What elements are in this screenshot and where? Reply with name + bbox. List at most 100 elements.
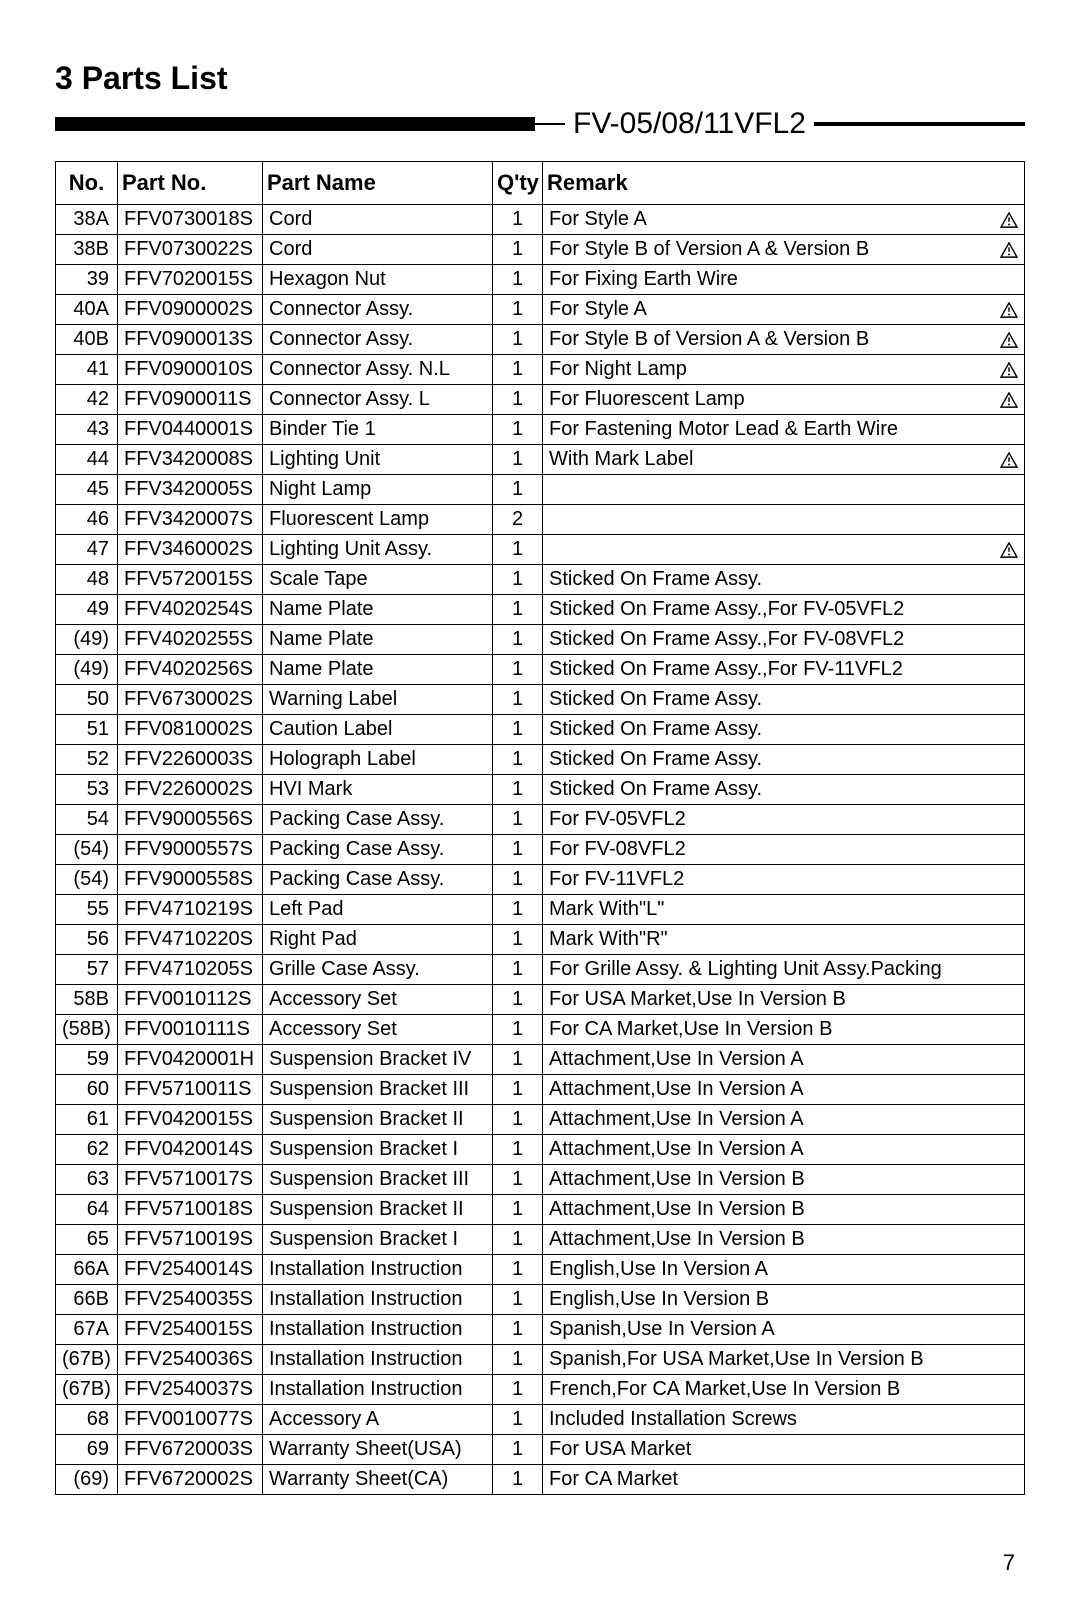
remark-text: Spanish,For USA Market,Use In Version B (549, 1348, 924, 1371)
cell-qty: 1 (493, 865, 543, 895)
remark-text: Mark With"R" (549, 928, 668, 951)
cell-no: 60 (56, 1075, 118, 1105)
table-row: 48FFV5720015SScale Tape1Sticked On Frame… (56, 565, 1025, 595)
cell-no: (54) (56, 865, 118, 895)
cell-qty: 1 (493, 985, 543, 1015)
cell-part-name: Cord (263, 205, 493, 235)
model-label: FV-05/08/11VFL2 (565, 107, 814, 141)
cell-part-name: Connector Assy. (263, 295, 493, 325)
cell-part-name: Suspension Bracket IV (263, 1045, 493, 1075)
cell-part-no: FFV2540035S (118, 1285, 263, 1315)
cell-qty: 1 (493, 1165, 543, 1195)
remark-text: For CA Market,Use In Version B (549, 1018, 832, 1041)
table-row: 42FFV0900011SConnector Assy. L1For Fluor… (56, 385, 1025, 415)
section-title: 3 Parts List (55, 60, 1025, 97)
cell-part-no: FFV9000558S (118, 865, 263, 895)
table-row: (67B)FFV2540037SInstallation Instruction… (56, 1375, 1025, 1405)
cell-qty: 1 (493, 715, 543, 745)
cell-remark: For Fixing Earth Wire (543, 265, 1025, 295)
remark-text: Sticked On Frame Assy.,For FV-05VFL2 (549, 598, 904, 621)
table-row: 64FFV5710018SSuspension Bracket II1Attac… (56, 1195, 1025, 1225)
cell-no: 65 (56, 1225, 118, 1255)
cell-qty: 1 (493, 1135, 543, 1165)
cell-qty: 1 (493, 1465, 543, 1495)
cell-part-name: Suspension Bracket III (263, 1075, 493, 1105)
cell-qty: 1 (493, 925, 543, 955)
table-row: 60FFV5710011SSuspension Bracket III1Atta… (56, 1075, 1025, 1105)
warning-icon (1000, 302, 1018, 318)
cell-qty: 1 (493, 1405, 543, 1435)
cell-remark: Sticked On Frame Assy. (543, 685, 1025, 715)
remark-text: For Style B of Version A & Version B (549, 238, 869, 261)
cell-no: 48 (56, 565, 118, 595)
remark-text: For Style B of Version A & Version B (549, 328, 869, 351)
cell-part-no: FFV3420005S (118, 475, 263, 505)
cell-part-no: FFV0810002S (118, 715, 263, 745)
cell-part-name: Installation Instruction (263, 1375, 493, 1405)
remark-text: Attachment,Use In Version A (549, 1048, 804, 1071)
cell-remark: For Style A (543, 295, 1025, 325)
remark-text: Mark With"L" (549, 898, 664, 921)
cell-qty: 1 (493, 1105, 543, 1135)
cell-part-no: FFV0440001S (118, 415, 263, 445)
cell-qty: 1 (493, 805, 543, 835)
cell-no: 59 (56, 1045, 118, 1075)
cell-part-no: FFV4710205S (118, 955, 263, 985)
cell-qty: 1 (493, 355, 543, 385)
cell-part-no: FFV0420015S (118, 1105, 263, 1135)
table-row: (49)FFV4020256SName Plate1Sticked On Fra… (56, 655, 1025, 685)
table-row: 43FFV0440001SBinder Tie 11For Fastening … (56, 415, 1025, 445)
cell-qty: 1 (493, 1045, 543, 1075)
table-row: 67AFFV2540015SInstallation Instruction1S… (56, 1315, 1025, 1345)
cell-no: 55 (56, 895, 118, 925)
page-number: 7 (55, 1550, 1025, 1576)
remark-text: Sticked On Frame Assy.,For FV-08VFL2 (549, 628, 904, 651)
table-row: 46FFV3420007SFluorescent Lamp2 (56, 505, 1025, 535)
cell-part-name: Lighting Unit (263, 445, 493, 475)
cell-qty: 1 (493, 835, 543, 865)
table-row: 58BFFV0010112SAccessory Set1For USA Mark… (56, 985, 1025, 1015)
cell-part-no: FFV2540015S (118, 1315, 263, 1345)
cell-remark (543, 535, 1025, 565)
cell-no: 40A (56, 295, 118, 325)
table-row: 51FFV0810002SCaution Label1Sticked On Fr… (56, 715, 1025, 745)
cell-part-no: FFV7020015S (118, 265, 263, 295)
cell-qty: 1 (493, 1285, 543, 1315)
table-row: 38BFFV0730022SCord1For Style B of Versio… (56, 235, 1025, 265)
table-row: 56FFV4710220SRight Pad1Mark With"R" (56, 925, 1025, 955)
cell-part-name: Scale Tape (263, 565, 493, 595)
cell-remark: Sticked On Frame Assy. (543, 715, 1025, 745)
cell-no: 40B (56, 325, 118, 355)
cell-part-name: Installation Instruction (263, 1255, 493, 1285)
cell-qty: 1 (493, 1315, 543, 1345)
table-row: 55FFV4710219SLeft Pad1Mark With"L" (56, 895, 1025, 925)
cell-remark: Mark With"R" (543, 925, 1025, 955)
cell-part-name: Connector Assy. N.L (263, 355, 493, 385)
cell-remark: For Fastening Motor Lead & Earth Wire (543, 415, 1025, 445)
cell-part-no: FFV0900002S (118, 295, 263, 325)
cell-qty: 1 (493, 1075, 543, 1105)
cell-remark: Mark With"L" (543, 895, 1025, 925)
remark-text: For Grille Assy. & Lighting Unit Assy.Pa… (549, 958, 942, 981)
cell-no: (67B) (56, 1375, 118, 1405)
cell-remark: Sticked On Frame Assy.,For FV-05VFL2 (543, 595, 1025, 625)
cell-part-no: FFV6730002S (118, 685, 263, 715)
cell-qty: 1 (493, 535, 543, 565)
parts-table: No. Part No. Part Name Q'ty Remark 38AFF… (55, 161, 1025, 1495)
cell-remark: For FV-11VFL2 (543, 865, 1025, 895)
remark-text: English,Use In Version A (549, 1258, 768, 1281)
cell-remark: Sticked On Frame Assy.,For FV-08VFL2 (543, 625, 1025, 655)
cell-part-name: Accessory Set (263, 985, 493, 1015)
cell-remark: For Fluorescent Lamp (543, 385, 1025, 415)
cell-no: 47 (56, 535, 118, 565)
table-row: 62FFV0420014SSuspension Bracket I1Attach… (56, 1135, 1025, 1165)
remark-text: For FV-05VFL2 (549, 808, 686, 831)
cell-remark: Spanish,For USA Market,Use In Version B (543, 1345, 1025, 1375)
table-row: 61FFV0420015SSuspension Bracket II1Attac… (56, 1105, 1025, 1135)
cell-remark: Attachment,Use In Version B (543, 1225, 1025, 1255)
cell-remark: English,Use In Version B (543, 1285, 1025, 1315)
cell-part-name: Accessory Set (263, 1015, 493, 1045)
remark-text: French,For CA Market,Use In Version B (549, 1378, 900, 1401)
cell-no: 58B (56, 985, 118, 1015)
cell-part-name: Suspension Bracket I (263, 1135, 493, 1165)
